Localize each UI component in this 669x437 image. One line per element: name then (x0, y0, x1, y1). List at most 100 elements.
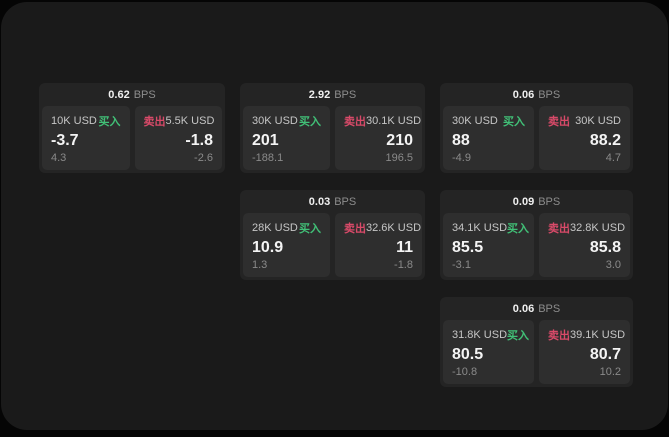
sell-tile[interactable]: 卖出 39.1K USD 80.7 10.2 (539, 320, 630, 384)
buy-tile[interactable]: 10K USD 买入 -3.7 4.3 (42, 106, 130, 170)
buy-sub-value: -3.1 (452, 259, 471, 271)
quote-card[interactable]: 0.06 BPS 30K USD 买入 88 -4.9 卖出 30K USD 8… (440, 83, 633, 173)
buy-tile-top: 30K USD 买入 (252, 113, 321, 129)
bps-unit-label: BPS (538, 302, 561, 315)
buy-tile[interactable]: 34.1K USD 买入 85.5 -3.1 (443, 213, 534, 277)
sell-sub-value: -2.6 (194, 152, 213, 164)
sell-side-label: 卖出 (344, 116, 366, 128)
quote-card[interactable]: 0.06 BPS 31.8K USD 买入 80.5 -10.8 卖出 39.1… (440, 297, 633, 387)
sell-tile[interactable]: 卖出 30.1K USD 210 196.5 (335, 106, 422, 170)
bps-value: 0.06 (512, 88, 535, 101)
card-body: 31.8K USD 买入 80.5 -10.8 卖出 39.1K USD 80.… (440, 320, 633, 387)
bps-value: 2.92 (308, 88, 331, 101)
buy-tile-top: 34.1K USD 买入 (452, 220, 529, 236)
bps-unit-label: BPS (133, 88, 156, 101)
buy-price: 88 (452, 132, 470, 149)
buy-tile-top: 31.8K USD 买入 (452, 327, 529, 343)
sell-side-label: 卖出 (548, 330, 570, 342)
sell-sub-value: -1.8 (394, 259, 413, 271)
sell-size-label: 32.6K USD (366, 222, 422, 234)
sell-tile[interactable]: 卖出 32.6K USD 11 -1.8 (335, 213, 422, 277)
bps-value: 0.09 (512, 195, 535, 208)
buy-price: 80.5 (452, 346, 484, 363)
sell-size-label: 30.1K USD (366, 115, 422, 127)
buy-price: 201 (252, 132, 279, 149)
sell-tile[interactable]: 卖出 30K USD 88.2 4.7 (539, 106, 630, 170)
buy-side-label: 买入 (503, 116, 525, 128)
buy-size-label: 28K USD (252, 222, 298, 234)
quote-card[interactable]: 0.03 BPS 28K USD 买入 10.9 1.3 卖出 32.6K US… (240, 190, 425, 280)
buy-tile-top: 30K USD 买入 (452, 113, 525, 129)
quote-board-surface: 0.62 BPS 10K USD 买入 -3.7 4.3 卖出 5.5K USD… (1, 2, 668, 430)
sell-side-label: 卖出 (548, 116, 570, 128)
sell-tile[interactable]: 卖出 32.8K USD 85.8 3.0 (539, 213, 630, 277)
card-body: 34.1K USD 买入 85.5 -3.1 卖出 32.8K USD 85.8… (440, 213, 633, 280)
sell-price: -1.8 (185, 132, 213, 149)
buy-sub-value: 4.3 (51, 152, 67, 164)
card-body: 30K USD 买入 201 -188.1 卖出 30.1K USD 210 1… (240, 106, 425, 173)
card-header: 0.06 BPS (440, 83, 633, 106)
sell-side-label: 卖出 (344, 223, 366, 235)
sell-size-label: 30K USD (575, 115, 621, 127)
bps-unit-label: BPS (538, 195, 561, 208)
sell-tile-top: 卖出 30.1K USD (344, 113, 421, 129)
card-header: 0.62 BPS (39, 83, 225, 106)
card-body: 28K USD 买入 10.9 1.3 卖出 32.6K USD 11 -1.8 (240, 213, 425, 280)
sell-price: 210 (386, 132, 413, 149)
buy-price: 10.9 (252, 239, 284, 256)
buy-tile[interactable]: 28K USD 买入 10.9 1.3 (243, 213, 330, 277)
buy-size-label: 10K USD (51, 115, 97, 127)
buy-size-label: 30K USD (252, 115, 298, 127)
sell-tile-top: 卖出 30K USD (548, 113, 621, 129)
card-header: 0.09 BPS (440, 190, 633, 213)
bps-unit-label: BPS (538, 88, 561, 101)
sell-side-label: 卖出 (548, 223, 570, 235)
quote-card[interactable]: 2.92 BPS 30K USD 买入 201 -188.1 卖出 30.1K … (240, 83, 425, 173)
buy-side-label: 买入 (299, 116, 321, 128)
buy-sub-value: -188.1 (252, 152, 284, 164)
buy-price: -3.7 (51, 132, 79, 149)
buy-tile[interactable]: 30K USD 买入 201 -188.1 (243, 106, 330, 170)
buy-tile-top: 10K USD 买入 (51, 113, 121, 129)
sell-price: 11 (396, 239, 413, 256)
buy-size-label: 34.1K USD (452, 222, 508, 234)
card-header: 0.06 BPS (440, 297, 633, 320)
sell-sub-value: 196.5 (385, 152, 413, 164)
bps-value: 0.06 (512, 302, 535, 315)
buy-size-label: 30K USD (452, 115, 498, 127)
sell-size-label: 32.8K USD (570, 222, 626, 234)
sell-size-label: 39.1K USD (570, 329, 626, 341)
buy-side-label: 买入 (507, 223, 530, 235)
buy-tile[interactable]: 31.8K USD 买入 80.5 -10.8 (443, 320, 534, 384)
sell-price: 88.2 (589, 132, 621, 149)
buy-tile[interactable]: 30K USD 买入 88 -4.9 (443, 106, 534, 170)
sell-sub-value: 3.0 (605, 259, 621, 271)
sell-side-label: 卖出 (143, 116, 166, 128)
sell-tile[interactable]: 卖出 5.5K USD -1.8 -2.6 (134, 106, 222, 170)
card-header: 2.92 BPS (240, 83, 425, 106)
quote-card[interactable]: 0.09 BPS 34.1K USD 买入 85.5 -3.1 卖出 32.8K… (440, 190, 633, 280)
bps-unit-label: BPS (334, 88, 357, 101)
bps-value: 0.62 (108, 88, 130, 101)
sell-size-label: 5.5K USD (165, 115, 215, 127)
buy-sub-value: -10.8 (452, 366, 478, 378)
buy-side-label: 买入 (98, 116, 121, 128)
sell-tile-top: 卖出 5.5K USD (143, 113, 215, 129)
card-body: 10K USD 买入 -3.7 4.3 卖出 5.5K USD -1.8 -2.… (39, 106, 225, 173)
buy-size-label: 31.8K USD (452, 329, 508, 341)
card-body: 30K USD 买入 88 -4.9 卖出 30K USD 88.2 4.7 (440, 106, 633, 173)
bps-value: 0.03 (308, 195, 331, 208)
buy-sub-value: -4.9 (452, 152, 471, 164)
buy-tile-top: 28K USD 买入 (252, 220, 321, 236)
card-header: 0.03 BPS (240, 190, 425, 213)
sell-tile-top: 卖出 32.6K USD (344, 220, 421, 236)
sell-sub-value: 10.2 (599, 366, 621, 378)
sell-tile-top: 卖出 39.1K USD (548, 327, 625, 343)
sell-tile-top: 卖出 32.8K USD (548, 220, 625, 236)
sell-price: 85.8 (589, 239, 621, 256)
quote-card[interactable]: 0.62 BPS 10K USD 买入 -3.7 4.3 卖出 5.5K USD… (39, 83, 225, 173)
buy-side-label: 买入 (507, 330, 530, 342)
buy-side-label: 买入 (299, 223, 321, 235)
sell-sub-value: 4.7 (605, 152, 621, 164)
